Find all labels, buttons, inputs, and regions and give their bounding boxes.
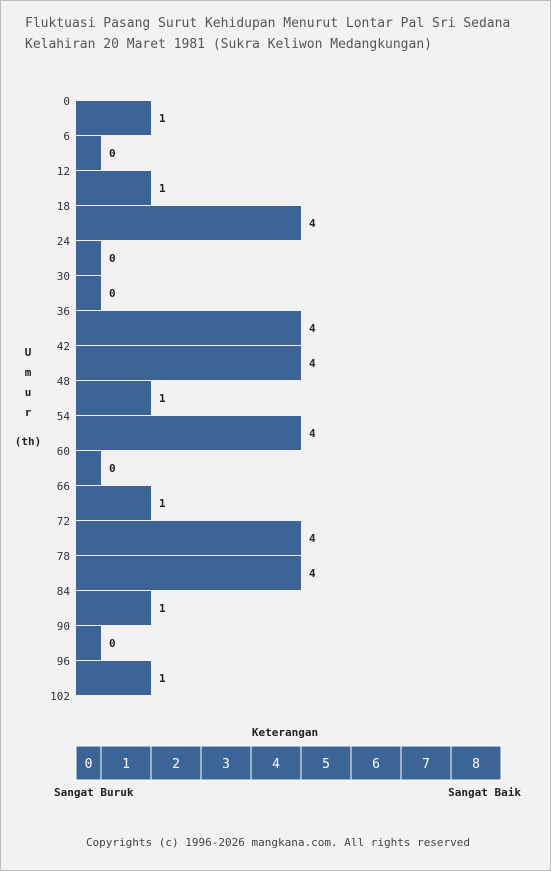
bar bbox=[76, 311, 301, 345]
legend-cell-label: 6 bbox=[372, 757, 380, 772]
bar-value-label: 4 bbox=[309, 357, 316, 370]
y-axis-title-char: u bbox=[25, 386, 32, 399]
y-tick-label: 12 bbox=[57, 165, 70, 178]
legend-cell bbox=[250, 745, 302, 781]
y-tick-label: 0 bbox=[63, 95, 70, 108]
legend-cell bbox=[400, 745, 452, 781]
bar-value-label: 4 bbox=[309, 322, 316, 335]
bar-value-label: 4 bbox=[309, 567, 316, 580]
y-tick-group: 0 6 12 18 24 30 36 42 48 54 60 66 72 78 84 90 96 102 bbox=[50, 95, 70, 703]
footer-copyright: Copyrights (c) 1996-2026 mangkana.com. A… bbox=[86, 836, 470, 849]
bar-value-label: 4 bbox=[309, 532, 316, 545]
y-tick-label: 18 bbox=[57, 200, 70, 213]
bar bbox=[76, 171, 151, 205]
legend-cell bbox=[300, 745, 352, 781]
bar bbox=[76, 486, 151, 520]
y-tick-label: 54 bbox=[57, 410, 71, 423]
y-tick-label: 24 bbox=[57, 235, 71, 248]
y-tick-label: 30 bbox=[57, 270, 70, 283]
bar-value-label: 0 bbox=[109, 147, 116, 160]
y-tick-label: 78 bbox=[57, 550, 70, 563]
bar bbox=[76, 451, 101, 485]
legend-title: Keterangan bbox=[252, 726, 318, 739]
bar bbox=[76, 136, 101, 170]
bar bbox=[76, 591, 151, 625]
bar bbox=[76, 626, 101, 660]
y-tick-label: 66 bbox=[57, 480, 70, 493]
legend-cell-label: 8 bbox=[472, 757, 480, 772]
legend-cell bbox=[75, 745, 102, 781]
bar bbox=[76, 416, 301, 450]
y-tick-label: 96 bbox=[57, 655, 70, 668]
bar-value-label: 0 bbox=[109, 462, 116, 475]
y-tick-label: 90 bbox=[57, 620, 70, 633]
y-tick-label: 84 bbox=[57, 585, 71, 598]
y-tick-label: 36 bbox=[57, 305, 70, 318]
y-tick-label: 102 bbox=[50, 690, 70, 703]
bar-value-label: 1 bbox=[159, 497, 166, 510]
y-tick-label: 6 bbox=[63, 130, 70, 143]
bar bbox=[76, 346, 301, 380]
bar bbox=[76, 381, 151, 415]
bar-value-label: 1 bbox=[159, 392, 166, 405]
y-axis-title-char: U bbox=[25, 346, 32, 359]
bar-value-label: 4 bbox=[309, 217, 316, 230]
bar-value-label: 0 bbox=[109, 637, 116, 650]
y-tick-label: 72 bbox=[57, 515, 70, 528]
chart-title-line-2: Kelahiran 20 Maret 1981 (Sukra Keliwon M… bbox=[25, 37, 432, 52]
bar bbox=[76, 101, 151, 135]
bar-value-label: 1 bbox=[159, 182, 166, 195]
y-axis-title-char: m bbox=[25, 366, 32, 379]
bar-group: 1 0 1 4 0 0 4 4 1 4 0 1 4 4 1 0 1 bbox=[76, 101, 316, 695]
legend-cell-label: 4 bbox=[272, 757, 280, 772]
bar-value-label: 4 bbox=[309, 427, 316, 440]
legend-cell-label: 5 bbox=[322, 757, 330, 772]
bar bbox=[76, 556, 301, 590]
y-tick-label: 48 bbox=[57, 375, 70, 388]
bar-value-label: 1 bbox=[159, 602, 166, 615]
legend-cell bbox=[350, 745, 402, 781]
y-axis-title-char: r bbox=[25, 406, 32, 419]
legend-cell-label: 2 bbox=[172, 757, 180, 772]
y-tick-label: 60 bbox=[57, 445, 70, 458]
y-axis-unit: (th) bbox=[15, 435, 42, 448]
bar bbox=[76, 241, 101, 275]
y-tick-label: 42 bbox=[57, 340, 70, 353]
legend-scale: 0 1 2 3 4 5 6 7 8 bbox=[75, 745, 502, 781]
legend-cell-label: 3 bbox=[222, 757, 230, 772]
bar-value-label: 0 bbox=[109, 287, 116, 300]
legend-cell bbox=[100, 745, 152, 781]
bar-value-label: 1 bbox=[159, 672, 166, 685]
legend-low-label: Sangat Buruk bbox=[54, 786, 134, 799]
chart-title-line-1: Fluktuasi Pasang Surut Kehidupan Menurut… bbox=[25, 16, 510, 31]
legend-cell bbox=[450, 745, 502, 781]
legend-cell-label: 7 bbox=[422, 757, 430, 772]
bar bbox=[76, 661, 151, 695]
bar bbox=[76, 276, 101, 310]
legend-cell bbox=[200, 745, 252, 781]
bar-value-label: 1 bbox=[159, 112, 166, 125]
legend-high-label: Sangat Baik bbox=[448, 786, 521, 799]
bar bbox=[76, 206, 301, 240]
bar-value-label: 0 bbox=[109, 252, 116, 265]
legend-cell-label: 1 bbox=[122, 757, 130, 772]
legend-cell-label: 0 bbox=[85, 757, 93, 772]
bar bbox=[76, 521, 301, 555]
